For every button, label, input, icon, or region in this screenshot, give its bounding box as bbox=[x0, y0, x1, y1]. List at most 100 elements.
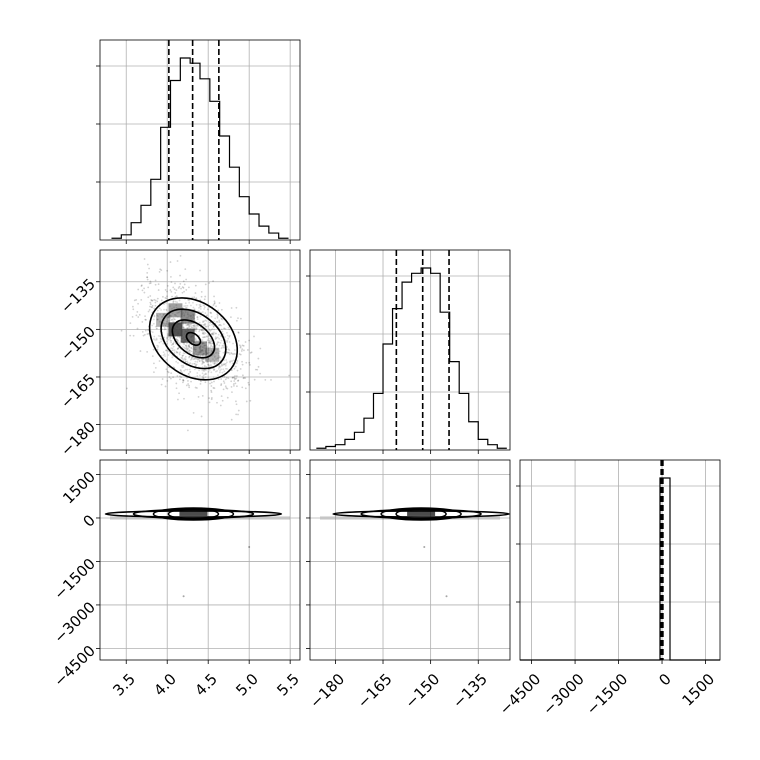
scatter-point bbox=[187, 323, 189, 326]
scatter-point bbox=[177, 287, 180, 289]
scatter-point bbox=[188, 345, 190, 347]
scatter-point bbox=[223, 382, 226, 384]
scatter-point bbox=[188, 299, 191, 302]
scatter-point bbox=[151, 306, 154, 309]
scatter-point bbox=[226, 339, 229, 342]
scatter-point bbox=[170, 319, 173, 321]
scatter-point bbox=[201, 358, 204, 361]
scatter-point bbox=[224, 378, 227, 381]
scatter-point bbox=[201, 366, 204, 369]
scatter-point bbox=[156, 309, 159, 312]
scatter-point bbox=[240, 350, 243, 352]
scatter-point bbox=[198, 329, 201, 331]
scatter-point bbox=[175, 351, 178, 354]
scatter-point bbox=[176, 351, 179, 354]
scatter-point bbox=[210, 351, 213, 354]
scatter-point bbox=[155, 337, 158, 340]
scatter-point bbox=[132, 305, 134, 308]
scatter-point bbox=[216, 336, 219, 339]
scatter-point bbox=[208, 351, 210, 354]
scatter-point bbox=[162, 354, 165, 357]
scatter-point bbox=[210, 315, 213, 318]
scatter-point bbox=[182, 364, 185, 367]
scatter-point bbox=[182, 354, 185, 357]
scatter-point bbox=[229, 361, 232, 364]
scatter-point bbox=[241, 360, 243, 363]
scatter-point bbox=[147, 329, 150, 332]
scatter-point bbox=[256, 368, 259, 371]
scatter-point bbox=[205, 319, 208, 322]
x-tick-label: −4500 bbox=[496, 670, 545, 719]
x-tick-label: −150 bbox=[402, 670, 444, 712]
scatter-point bbox=[178, 342, 181, 345]
scatter-point bbox=[205, 373, 207, 376]
scatter-point bbox=[172, 317, 175, 319]
scatter-point bbox=[142, 246, 144, 248]
x-tick-label: 4.5 bbox=[191, 670, 221, 700]
scatter-point bbox=[196, 316, 199, 319]
scatter-point bbox=[137, 288, 140, 291]
scatter-point bbox=[194, 386, 197, 389]
scatter-point bbox=[203, 298, 206, 301]
scatter-point bbox=[198, 306, 200, 309]
x-tick-label: −1500 bbox=[583, 670, 632, 719]
scatter-point bbox=[149, 282, 152, 284]
scatter-point bbox=[202, 361, 205, 363]
scatter-point bbox=[207, 363, 210, 366]
scatter-point bbox=[233, 385, 235, 387]
scatter-point bbox=[179, 378, 181, 381]
scatter-point bbox=[146, 263, 149, 266]
scatter-point bbox=[151, 355, 154, 358]
x-tick-label: 3.5 bbox=[109, 670, 139, 700]
scatter-point bbox=[208, 401, 211, 404]
scatter-point bbox=[215, 320, 218, 323]
scatter-point bbox=[187, 286, 190, 289]
scatter-point bbox=[144, 318, 147, 321]
scatter-point bbox=[204, 312, 207, 315]
scatter-point bbox=[230, 307, 233, 309]
scatter-point bbox=[132, 308, 135, 311]
scatter-point bbox=[210, 364, 212, 366]
y-tick-label: −135 bbox=[57, 275, 99, 317]
scatter-point bbox=[186, 368, 189, 371]
scatter-point bbox=[190, 346, 193, 349]
scatter-point bbox=[188, 345, 191, 348]
scatter-point bbox=[205, 326, 207, 328]
scatter-point bbox=[199, 355, 202, 357]
scatter-point bbox=[259, 347, 262, 350]
histogram-step bbox=[111, 57, 289, 239]
scatter-point bbox=[212, 325, 215, 328]
y-tick-label: −150 bbox=[57, 323, 99, 365]
scatter-point bbox=[153, 362, 155, 365]
scatter-point bbox=[215, 332, 217, 335]
scatter-point bbox=[206, 361, 209, 364]
scatter-point bbox=[212, 353, 215, 356]
scatter-point bbox=[244, 387, 247, 390]
scatter-point bbox=[207, 347, 210, 350]
scatter-point bbox=[166, 342, 169, 345]
scatter-point bbox=[148, 267, 150, 270]
scatter-point bbox=[199, 269, 201, 272]
scatter-point bbox=[196, 375, 199, 377]
scatter-point bbox=[221, 371, 224, 374]
scatter-point bbox=[202, 336, 205, 339]
scatter-point bbox=[151, 299, 153, 302]
scatter-point bbox=[207, 358, 210, 361]
scatter-point bbox=[209, 361, 212, 364]
scatter-point bbox=[207, 364, 210, 367]
scatter-point bbox=[207, 349, 210, 352]
scatter-point bbox=[212, 280, 214, 283]
scatter-point bbox=[224, 327, 227, 330]
scatter-point bbox=[192, 306, 195, 309]
scatter-point bbox=[243, 376, 245, 379]
scatter-point bbox=[194, 327, 197, 329]
scatter-point bbox=[232, 353, 234, 356]
scatter-point bbox=[156, 318, 159, 321]
scatter-point bbox=[165, 358, 168, 361]
scatter-point bbox=[158, 341, 161, 344]
scatter-point bbox=[171, 318, 173, 321]
scatter-point bbox=[202, 374, 205, 377]
scatter-point bbox=[160, 383, 163, 386]
x-tick-label: 1500 bbox=[679, 670, 719, 710]
scatter-point bbox=[183, 290, 185, 293]
